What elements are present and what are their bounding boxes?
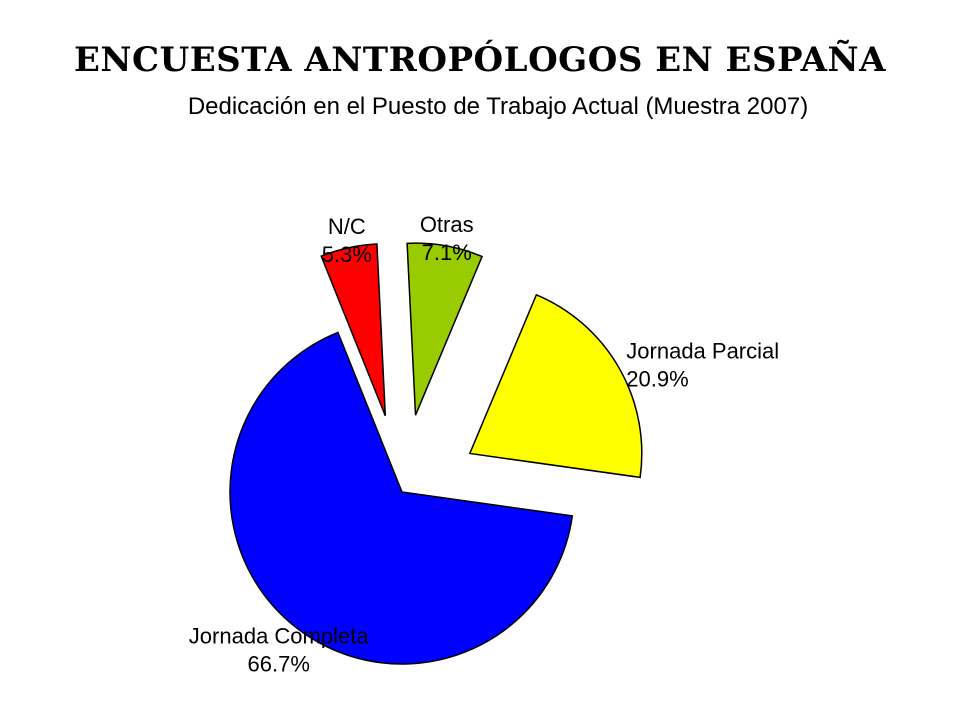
pie-slice-jornada-completa <box>229 331 574 665</box>
slice-label-name: Jornada Parcial <box>626 338 779 363</box>
slice-label-name: N/C <box>328 214 366 239</box>
slice-label-value: 7.1% <box>422 240 472 265</box>
pie-slice-jornada-parcial <box>468 293 643 479</box>
pie-slice-otras <box>406 242 484 416</box>
slice-label-value: 66.7% <box>248 651 310 676</box>
slice-label-jornada-parcial: Jornada Parcial 20.9% <box>626 338 779 391</box>
chart-title: Dedicación en el Puesto de Trabajo Actua… <box>188 93 808 120</box>
slice-label-value: 5.3% <box>322 242 372 267</box>
pie-slices <box>229 242 643 665</box>
slice-label-name: Jornada Completa <box>189 623 370 648</box>
slide-title: ENCUESTA ANTROPÓLOGOS EN ESPAÑA <box>74 40 886 80</box>
slice-label-name: Otras <box>420 212 474 237</box>
pie-labels: Jornada Completa 66.7% N/C 5.3% Otras 7.1% Jor… <box>189 212 779 677</box>
slice-label-jornada-completa: Jornada Completa 66.7% <box>189 623 370 676</box>
slice-label-n-c: N/C 5.3% <box>322 214 372 267</box>
slice-label-otras: Otras 7.1% <box>420 212 474 265</box>
slice-label-value: 20.9% <box>626 366 688 391</box>
pie-slice-n-c <box>320 243 387 417</box>
